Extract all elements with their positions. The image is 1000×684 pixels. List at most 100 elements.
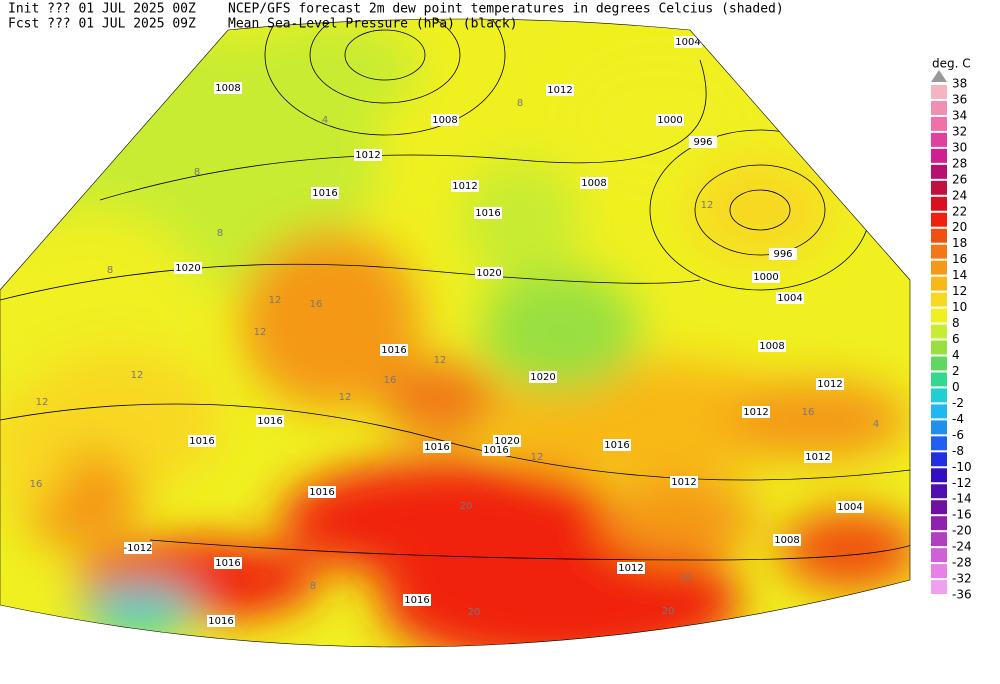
isobar-label: 1012 — [805, 452, 830, 463]
isobar-label-box — [689, 136, 717, 148]
shade-area — [0, 390, 70, 510]
legend-swatch — [931, 356, 947, 371]
isobar-label-box — [482, 444, 510, 456]
shade-area — [730, 380, 910, 460]
legend-swatch — [931, 468, 947, 483]
legend-label: 10 — [952, 300, 967, 314]
dewpoint-label: 16 — [802, 407, 815, 418]
isobar-label: 1012 — [817, 379, 842, 390]
legend-label: -2 — [952, 396, 964, 410]
dewpoint-label: 20 — [662, 606, 675, 617]
dewpoint-label: 20 — [680, 573, 693, 584]
isobar-label-box — [475, 267, 503, 279]
isobar-label-box — [124, 542, 152, 554]
legend-label: -14 — [952, 492, 972, 506]
isobar-label: 1020 — [494, 436, 519, 447]
legend-swatch — [931, 308, 947, 323]
isobar-label: 1016 — [604, 440, 629, 451]
isobar-label-box — [656, 114, 684, 126]
isobar-label-box — [311, 187, 339, 199]
legend-swatch — [931, 564, 947, 579]
isobar-label: 1008 — [774, 535, 799, 546]
isobar-label-box — [308, 486, 336, 498]
isobar-label: 1016 — [189, 436, 214, 447]
legend-swatch — [931, 276, 947, 291]
shade-area — [460, 160, 580, 280]
legend-label: 14 — [952, 268, 967, 282]
isobar-label: 1016 — [215, 558, 240, 569]
isobar-label-box — [603, 439, 631, 451]
shade-area — [780, 510, 910, 590]
isobar — [344, 29, 426, 81]
legend-swatch — [931, 292, 947, 307]
isobar-label: 1016 — [381, 345, 406, 356]
isobar-label: 1012 — [355, 150, 380, 161]
isobar-label-box — [423, 441, 451, 453]
legend-label: 34 — [952, 108, 967, 122]
isobar — [309, 19, 461, 104]
dewpoint-label: 8 — [310, 581, 316, 592]
legend-swatch — [931, 212, 947, 227]
dewpoint-label: 20 — [460, 501, 473, 512]
isobar-label: 1020 — [476, 268, 501, 279]
isobar-label: 1016 — [312, 188, 337, 199]
legend-swatch — [931, 548, 947, 563]
legend-swatch — [931, 148, 947, 163]
isobar-label-box — [816, 378, 844, 390]
isobar-label: 1020 — [175, 263, 200, 274]
isobar — [0, 263, 701, 301]
map-border — [0, 18, 911, 648]
legend-label: 24 — [952, 188, 967, 202]
legend-label: -6 — [952, 428, 964, 442]
legend-swatch — [931, 324, 947, 339]
isobar-label-box — [752, 271, 780, 283]
legend-swatch — [931, 484, 947, 499]
isobar — [264, 19, 506, 136]
legend-label: -8 — [952, 444, 964, 458]
isobar-label-box — [403, 594, 431, 606]
isobar-label-box — [451, 180, 479, 192]
init-time: Init ??? 01 JUL 2025 00Z — [8, 2, 196, 17]
isobar-label-box — [431, 114, 459, 126]
isobar-label-box — [769, 248, 797, 260]
isobar-label-box — [742, 406, 770, 418]
legend-label: 32 — [952, 124, 967, 138]
legend-swatch — [931, 196, 947, 211]
dewpoint-label: 8 — [194, 167, 200, 178]
legend-label: -12 — [952, 476, 972, 490]
legend-label: 30 — [952, 140, 967, 154]
legend-label: -16 — [952, 508, 972, 522]
isobar-label-box — [758, 340, 786, 352]
isobar-label-box — [546, 84, 574, 96]
legend-swatch — [931, 452, 947, 467]
legend-unit: deg. C — [932, 57, 971, 71]
isobar-label: 1004 — [837, 502, 862, 513]
isobar-label: 1012 — [743, 407, 768, 418]
legend-label: 36 — [952, 92, 967, 106]
isobar-label: 1000 — [657, 115, 682, 126]
shade-area — [600, 480, 760, 560]
isobar-label-box — [836, 501, 864, 513]
isobar-label-box — [174, 262, 202, 274]
dewpoint-label: 4 — [322, 115, 328, 126]
isobar — [729, 189, 791, 231]
legend-swatch — [931, 388, 947, 403]
isobar-label: 1020 — [530, 372, 555, 383]
legend-swatch — [931, 532, 947, 547]
subtitle: Mean Sea-Level Pressure (hPa) (black) — [228, 17, 518, 32]
legend-swatch — [931, 420, 947, 435]
legend-swatch — [931, 580, 947, 595]
dewpoint-label: 12 — [269, 295, 282, 306]
dewpoint-label: 8 — [107, 265, 113, 276]
isobar-label: 1016 — [404, 595, 429, 606]
legend-swatch — [931, 132, 947, 147]
legend-label: 26 — [952, 172, 967, 186]
isobar-label: 1004 — [777, 293, 802, 304]
isobar — [694, 164, 826, 256]
isobar — [149, 509, 910, 561]
isobar-label-box — [207, 615, 235, 627]
legend-label: -32 — [952, 572, 972, 586]
isobar-label-box — [188, 435, 216, 447]
dewpoint-label: 16 — [30, 479, 43, 490]
isobar-label-box — [214, 557, 242, 569]
